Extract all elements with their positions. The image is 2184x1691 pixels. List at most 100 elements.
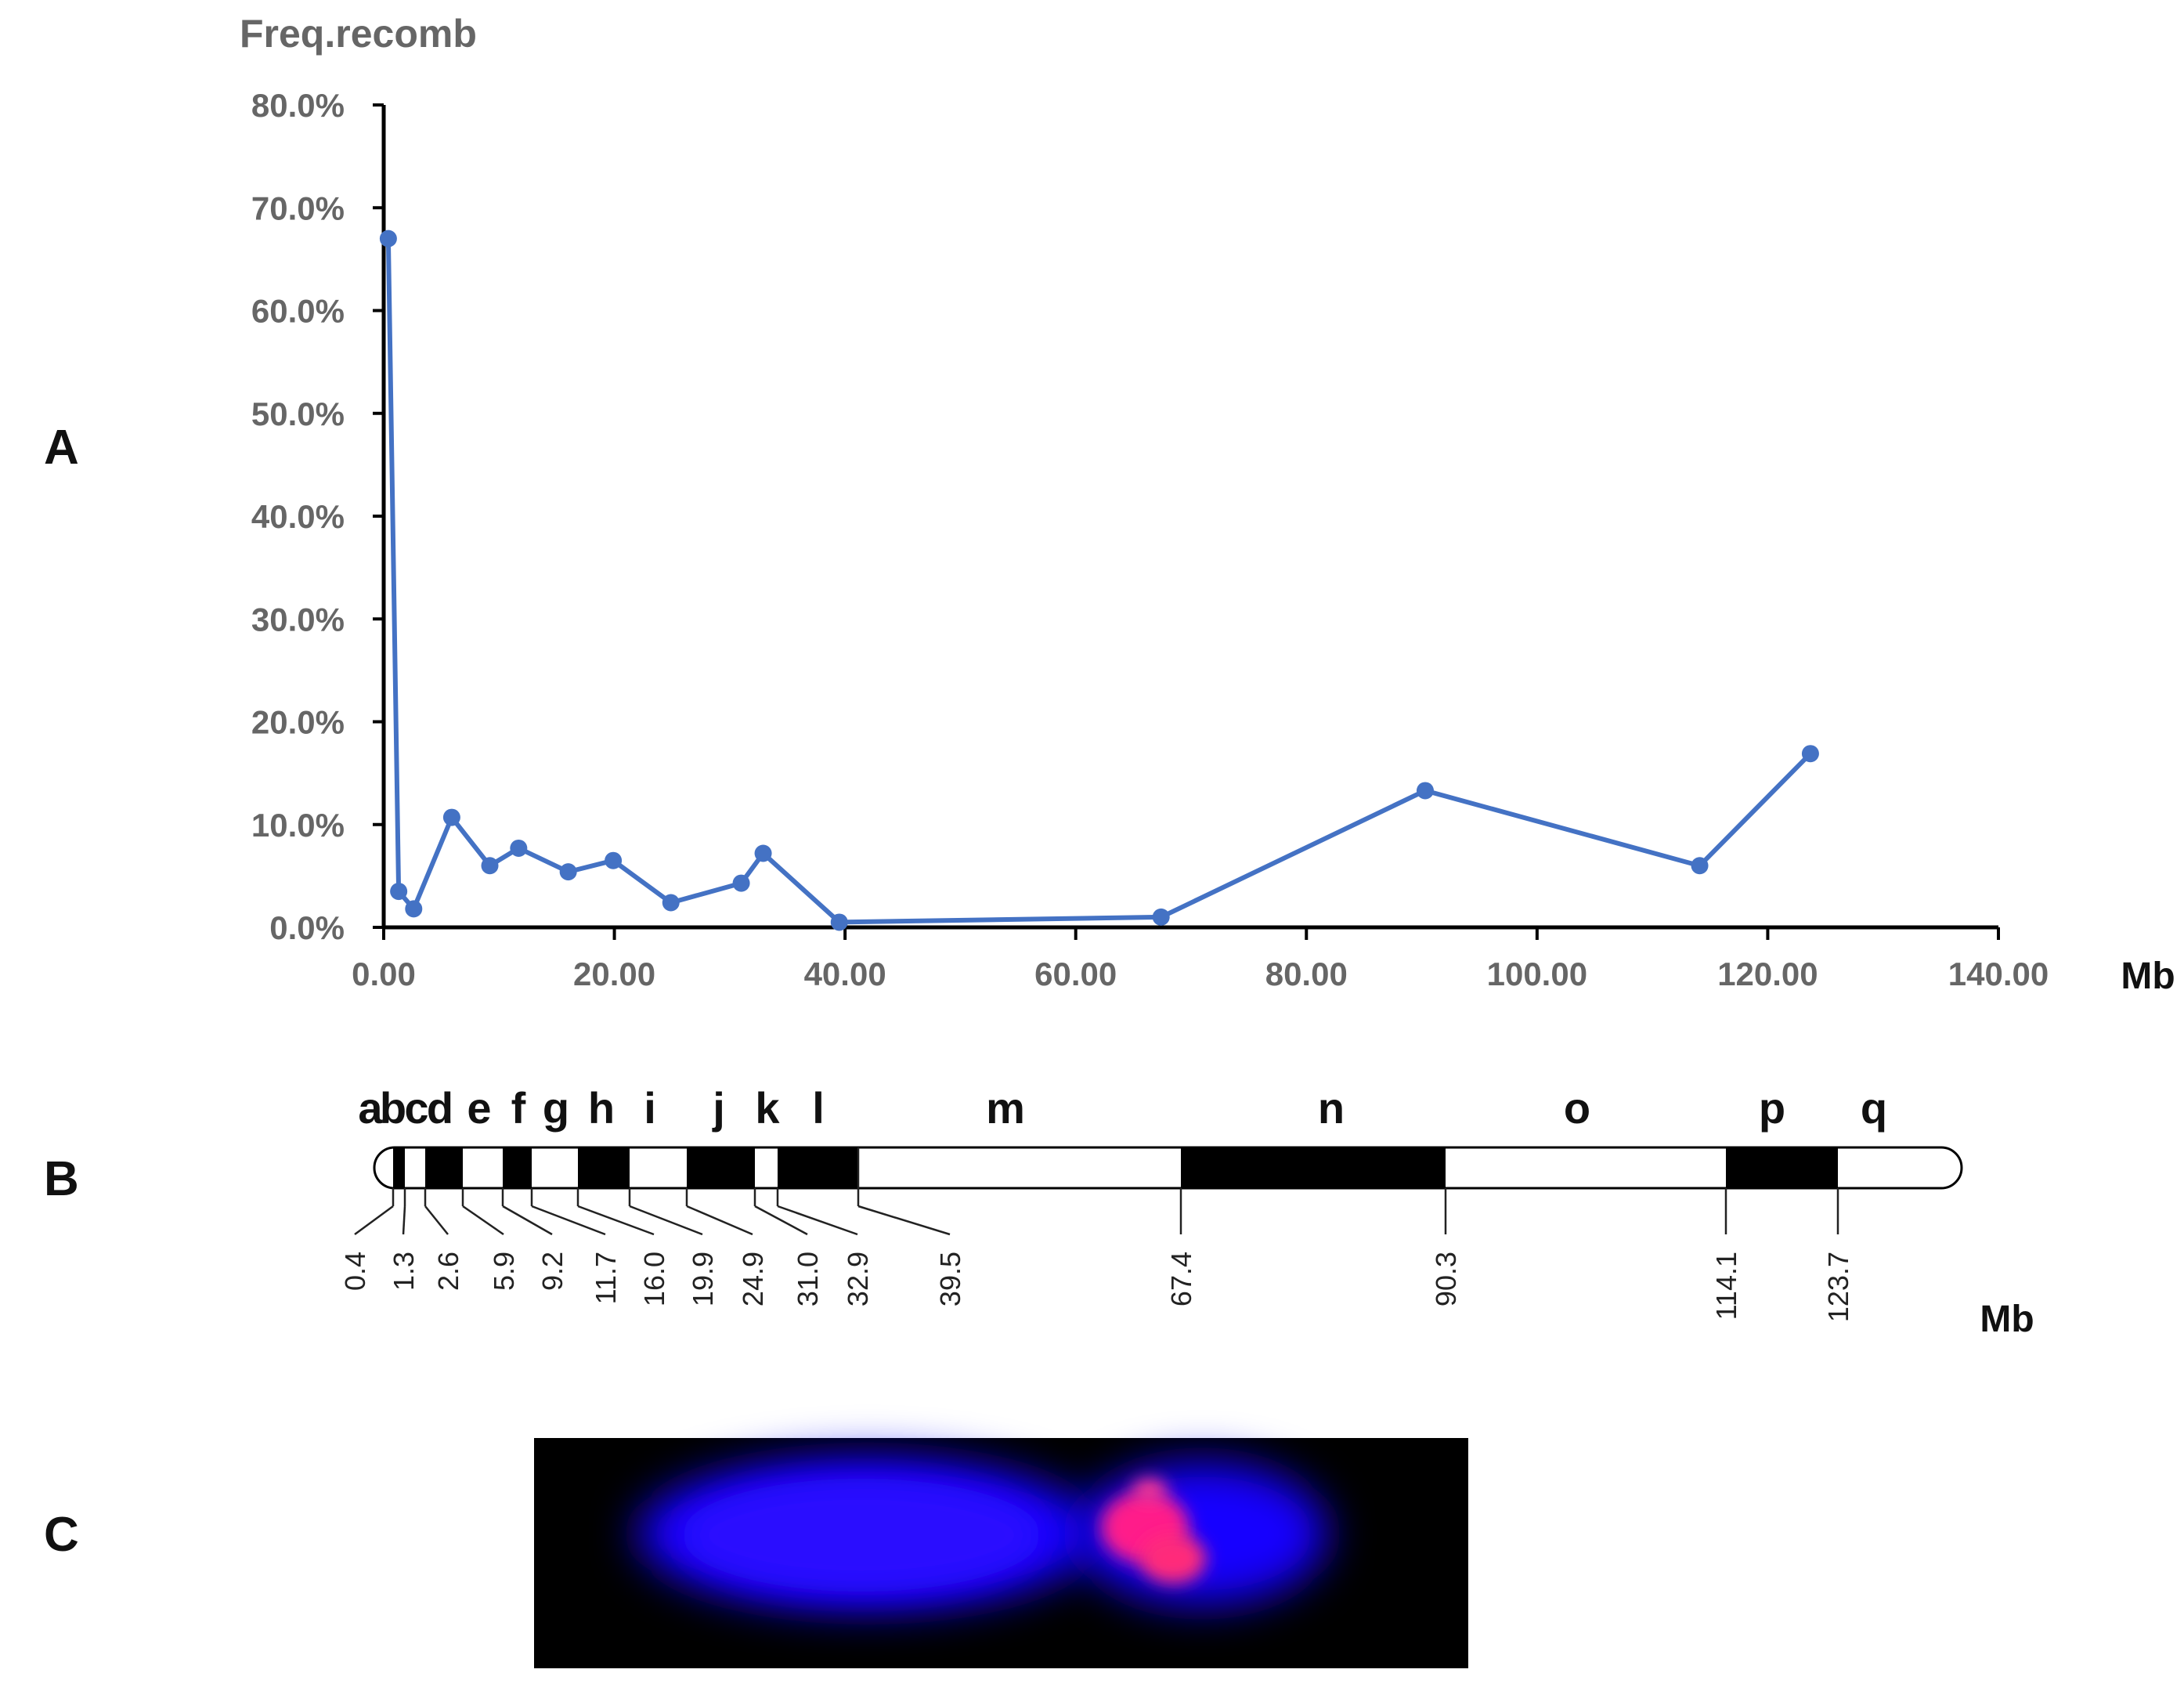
y-tick-label: 40.0% [251,498,345,535]
position-label: 24.9 [737,1252,769,1306]
band-p [1726,1147,1838,1188]
position-label: 39.5 [934,1252,966,1306]
connector [354,1205,394,1236]
band-l [778,1147,858,1188]
region-label-q: q [1861,1083,1887,1133]
data-point [379,229,397,248]
band-f [503,1147,532,1188]
region-label-n: n [1318,1083,1345,1133]
x-tick-label: 100.00 [1487,956,1587,992]
y-tick-label: 10.0% [251,807,345,844]
region-label-b: b [380,1083,406,1133]
region-label-m: m [986,1083,1025,1133]
data-point [605,851,623,869]
position-label: 123.7 [1822,1252,1854,1322]
data-point [1691,857,1709,875]
region-label-k: k [755,1083,780,1133]
chromosome-bands [393,1147,1838,1188]
connector [502,1205,553,1236]
recombination-line-chart: Freq.recomb 0.0% 10.0% 20.0% 30.0% 40.0% 50.0… [240,12,2175,997]
region-label-o: o [1564,1083,1590,1133]
position-labels: 0.4 1.3 2.6 5.9 9.2 11.7 16.0 19.9 24.9 31.0 32.9 3… [339,1252,1854,1322]
band-d [425,1147,463,1188]
connector [686,1205,753,1236]
position-label: 90.3 [1430,1252,1462,1306]
data-point [1416,782,1434,800]
fish-micrograph [534,1438,1468,1668]
position-label: 19.9 [687,1252,719,1306]
position-label: 67.4 [1165,1252,1197,1306]
x-tick-label: 20.00 [573,956,655,992]
fish-probe-signal [1101,1479,1206,1584]
region-label-i: i [644,1083,656,1133]
position-connectors [354,1188,1839,1236]
x-axis-ticks: 0.00 20.00 40.00 60.00 80.00 100.00 120.00 140.… [352,927,2049,992]
y-axis-ticks: 0.0% 10.0% 20.0% 30.0% 40.0% 50.0% 60.0% 70.0% 8… [251,87,384,946]
chromosome-signal [637,1457,1327,1610]
position-label: 5.9 [488,1252,520,1291]
data-point [405,900,423,918]
data-point [390,883,408,901]
y-tick-label: 20.0% [251,704,345,741]
y-tick-label: 50.0% [251,396,345,432]
y-tick-label: 80.0% [251,87,345,124]
position-label: 9.2 [536,1252,569,1291]
region-label-g: g [543,1083,569,1133]
x-tick-label: 120.00 [1717,956,1818,992]
position-label: 11.7 [590,1252,622,1304]
x-tick-label: 60.00 [1034,956,1117,992]
position-label: 31.0 [792,1252,824,1306]
connector [754,1205,808,1236]
connector [402,1205,406,1235]
data-point [732,874,750,892]
position-label: 1.3 [388,1252,420,1291]
position-label: 32.9 [842,1252,874,1306]
y-tick-label: 70.0% [251,190,345,226]
connector [424,1205,449,1235]
region-label-a: a [358,1083,383,1133]
region-label-l: l [812,1083,825,1133]
data-point [662,894,680,912]
region-label-h: h [588,1083,615,1133]
y-axis-title: Freq.recomb [240,12,477,56]
panel-c-label: C [44,1508,79,1562]
x-tick-label: 140.00 [1948,956,2049,992]
position-label: 2.6 [432,1252,464,1291]
data-point [481,857,499,875]
region-label-p: p [1759,1083,1785,1133]
band-n [1181,1147,1446,1188]
map-unit-label: Mb [1980,1299,2034,1340]
connector [577,1205,655,1236]
connector [857,1205,951,1236]
data-point [442,808,460,826]
y-tick-label: 0.0% [269,909,345,946]
connector [777,1205,858,1236]
band-b [393,1147,405,1188]
data-points [379,229,1819,931]
series-line [385,238,1813,925]
position-label: 0.4 [339,1252,371,1291]
y-tick-label: 30.0% [251,601,345,638]
y-tick-label: 60.0% [251,293,345,330]
band-h [578,1147,630,1188]
panel-b-label: B [44,1152,79,1206]
x-axis-unit-label: Mb [2121,956,2175,997]
connector [629,1205,703,1236]
panel-a-label: A [44,421,79,475]
data-point [830,913,848,931]
connector [462,1205,504,1236]
data-point [510,839,528,857]
region-label-j: j [712,1083,725,1133]
connector [531,1205,606,1236]
x-tick-label: 40.00 [804,956,886,992]
data-point [559,863,577,881]
region-label-c: c [404,1083,428,1133]
chromosome-outline [373,1146,1963,1190]
data-point [1152,908,1170,926]
region-label-d: d [427,1083,453,1133]
data-point [754,844,772,862]
region-label-f: f [511,1083,526,1133]
